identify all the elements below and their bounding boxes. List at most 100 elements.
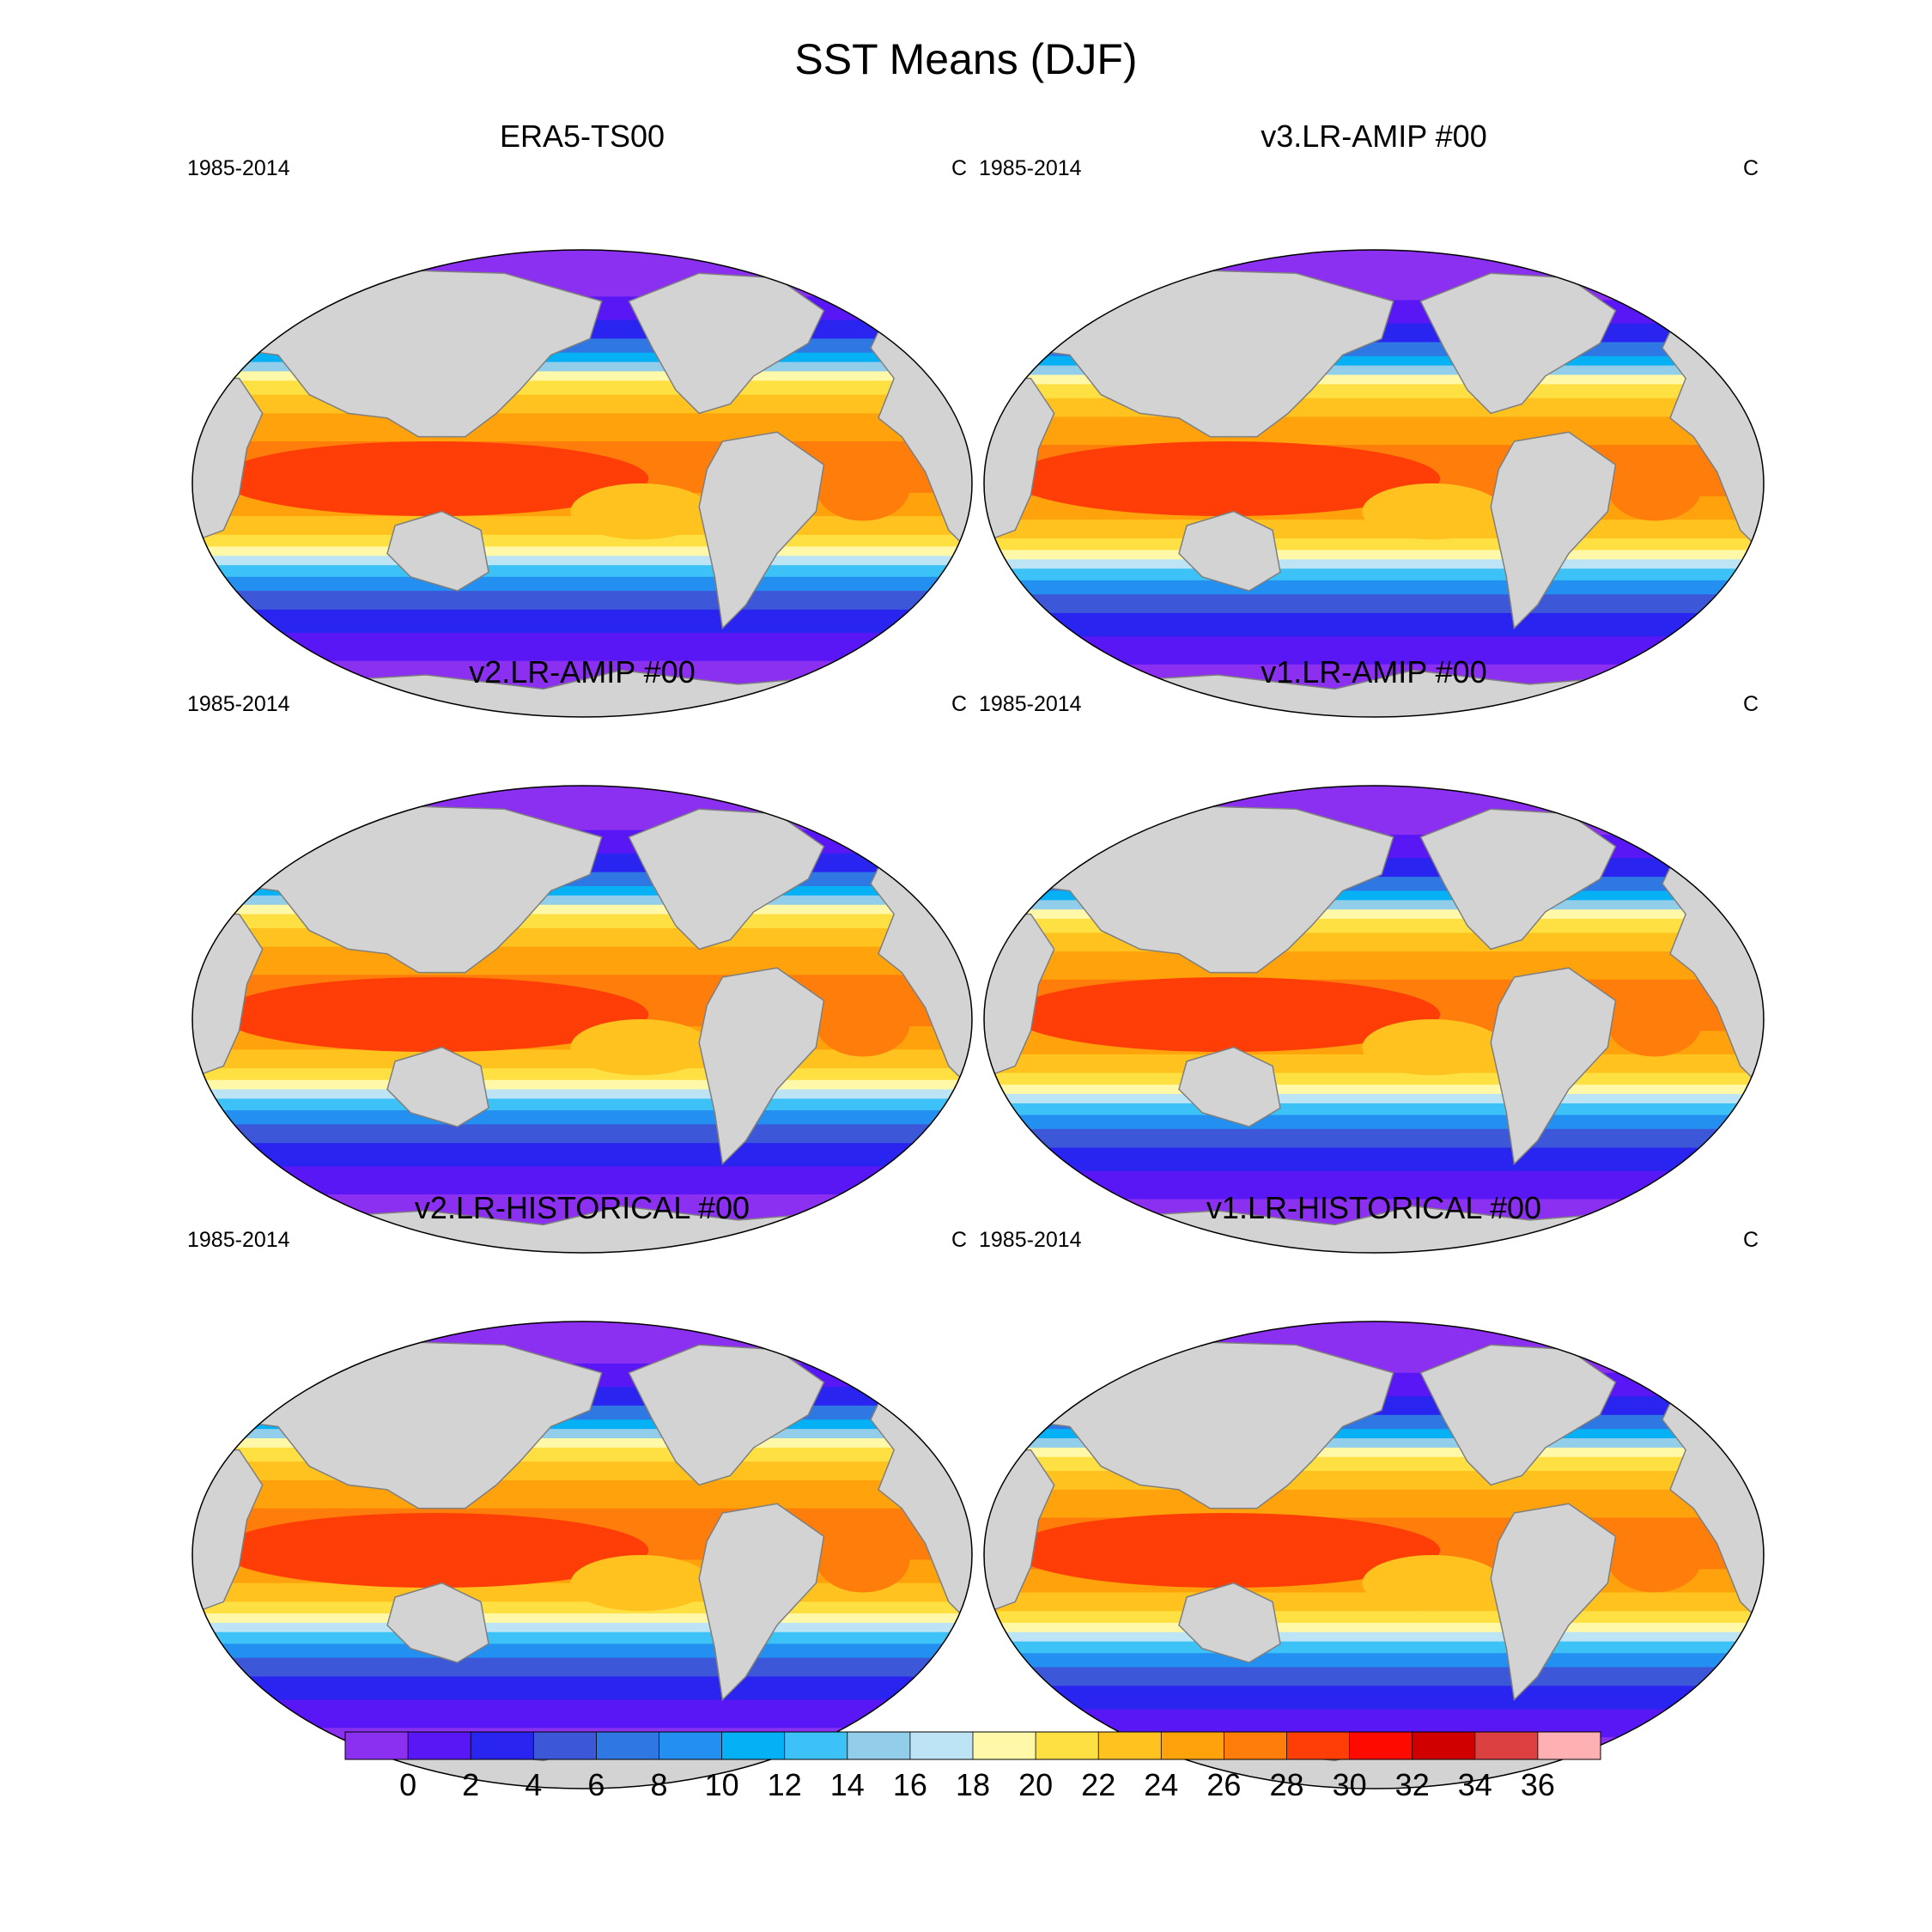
sst-band <box>984 1128 1764 1149</box>
colorbar-swatch <box>784 1732 848 1759</box>
cold-tongue <box>570 1555 711 1612</box>
sst-band <box>192 1429 972 1439</box>
sst-band <box>192 904 972 915</box>
sst-band <box>984 909 1764 920</box>
sst-band <box>984 1094 1764 1104</box>
land-australia <box>1178 1046 1281 1127</box>
sst-band <box>984 1622 1764 1633</box>
sst-band <box>984 1489 1764 1519</box>
sst-band <box>984 365 1764 376</box>
period-label: 1985-2014 <box>979 156 1082 180</box>
sst-band <box>984 1103 1764 1116</box>
atlantic-warm <box>1607 455 1702 521</box>
sst-band <box>192 1143 972 1168</box>
colorbar-tick-label: 36 <box>1521 1767 1555 1802</box>
colorbar-tick-label: 28 <box>1269 1767 1303 1802</box>
map-canvas <box>983 249 1765 718</box>
land-australia <box>1178 1582 1281 1663</box>
period-label: 1985-2014 <box>979 1228 1082 1252</box>
sst-band <box>192 565 972 578</box>
map-canvas <box>983 785 1765 1254</box>
sst-band <box>192 556 972 567</box>
sst-band <box>192 371 972 382</box>
sst-band <box>984 580 1764 596</box>
colorbar-tick-label: 10 <box>705 1767 739 1802</box>
land-samerica <box>1490 1503 1617 1702</box>
atlantic-warm <box>1607 991 1702 1057</box>
colorbar-swatch <box>909 1732 974 1759</box>
panel-title: ERA5-TS00 <box>499 118 665 154</box>
panel-title: v1.LR-AMIP #00 <box>1261 654 1487 690</box>
colorbar-swatch <box>659 1732 723 1759</box>
sst-band <box>192 1657 972 1678</box>
sst-band <box>192 352 972 363</box>
colorbar-tick-label: 26 <box>1206 1767 1241 1802</box>
colorbar-swatch <box>1537 1732 1601 1759</box>
map-canvas <box>191 249 973 718</box>
land-namerica <box>1419 272 1617 415</box>
panel-title: v3.LR-AMIP #00 <box>1261 118 1487 154</box>
warm-pool <box>1011 441 1441 517</box>
sst-band <box>984 559 1764 570</box>
sst-band <box>192 361 972 373</box>
land-namerica <box>1419 808 1617 951</box>
land-samerica <box>698 967 825 1166</box>
colorbar-swatch <box>471 1732 534 1759</box>
map-border <box>983 785 1765 1254</box>
sst-band <box>984 1667 1764 1687</box>
land-namerica <box>628 1344 825 1486</box>
map-panel: ERA5-TS00 1985-2014 C <box>187 118 977 718</box>
map-panel: v1.LR-HISTORICAL #00 1985-2014 C <box>979 1190 1769 1789</box>
colorbar-swatch <box>1349 1732 1413 1759</box>
map-canvas <box>191 785 973 1254</box>
sst-band <box>192 1438 972 1449</box>
land-samerica <box>1490 431 1617 630</box>
sst-band <box>984 568 1764 581</box>
colorbar-swatch <box>847 1732 911 1759</box>
colorbar-swatch <box>345 1732 409 1759</box>
map-border <box>191 1321 973 1789</box>
sst-band <box>984 1686 1764 1710</box>
sst-band <box>984 1653 1764 1668</box>
sst-band <box>192 1079 972 1091</box>
sst-band <box>192 1479 972 1510</box>
colorbar-swatch <box>596 1732 659 1759</box>
colorbar-swatch <box>408 1732 471 1759</box>
colorbar-tick-label: 8 <box>650 1767 667 1802</box>
sst-band <box>192 1089 972 1100</box>
colorbar-tick-label: 6 <box>587 1767 605 1802</box>
sst-band <box>984 951 1764 981</box>
sst-band <box>984 1429 1764 1439</box>
sst-band <box>984 355 1764 367</box>
colorbar-tick-label: 14 <box>830 1767 865 1802</box>
atlantic-warm <box>816 455 910 521</box>
atlantic-warm <box>816 991 910 1057</box>
land-samerica <box>698 1503 825 1702</box>
colorbar-tick-label: 24 <box>1144 1767 1178 1802</box>
units-label: C <box>951 692 967 716</box>
colorbar-tick-label: 16 <box>893 1767 927 1802</box>
sst-band <box>984 612 1764 638</box>
units-label: C <box>951 1228 967 1252</box>
colorbar-swatch <box>973 1732 1036 1759</box>
panel-title: v1.LR-HISTORICAL #00 <box>1206 1190 1542 1225</box>
land-samerica <box>1490 967 1617 1166</box>
colorbar-tick-label: 18 <box>956 1767 990 1802</box>
map-panel: v2.LR-AMIP #00 1985-2014 C <box>187 654 977 1254</box>
sst-band <box>192 1098 972 1112</box>
sst-band <box>192 1613 972 1624</box>
colorbar-swatch <box>1161 1732 1224 1759</box>
colorbar-swatch <box>533 1732 597 1759</box>
units-label: C <box>1742 156 1759 180</box>
sst-band <box>984 1147 1764 1172</box>
sst-band <box>984 550 1764 561</box>
colorbar-swatch <box>1474 1732 1539 1759</box>
colorbar-swatch <box>1224 1732 1287 1759</box>
period-label: 1985-2014 <box>187 692 290 716</box>
colorbar-tick-label: 30 <box>1333 1767 1367 1802</box>
land-samerica <box>698 431 825 630</box>
sst-band <box>192 946 972 976</box>
land-namerica <box>1419 1344 1617 1486</box>
warm-pool <box>1011 1513 1441 1589</box>
colorbar-swatch <box>721 1732 786 1759</box>
